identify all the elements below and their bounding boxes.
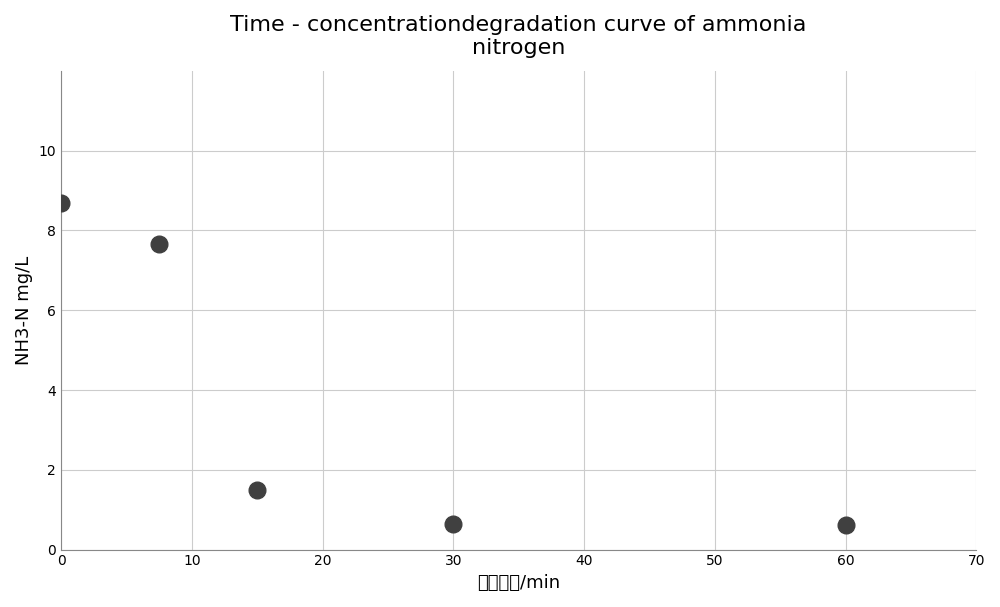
Title: Time - concentrationdegradation curve of ammonia
nitrogen: Time - concentrationdegradation curve of…	[230, 15, 807, 58]
Point	[53, 198, 69, 208]
X-axis label: 曝气时间/min: 曝气时间/min	[477, 574, 560, 592]
Point	[445, 519, 461, 529]
Point	[249, 485, 265, 495]
Point	[838, 520, 854, 530]
Y-axis label: NH3-N mg/L: NH3-N mg/L	[15, 256, 33, 365]
Point	[151, 240, 167, 249]
